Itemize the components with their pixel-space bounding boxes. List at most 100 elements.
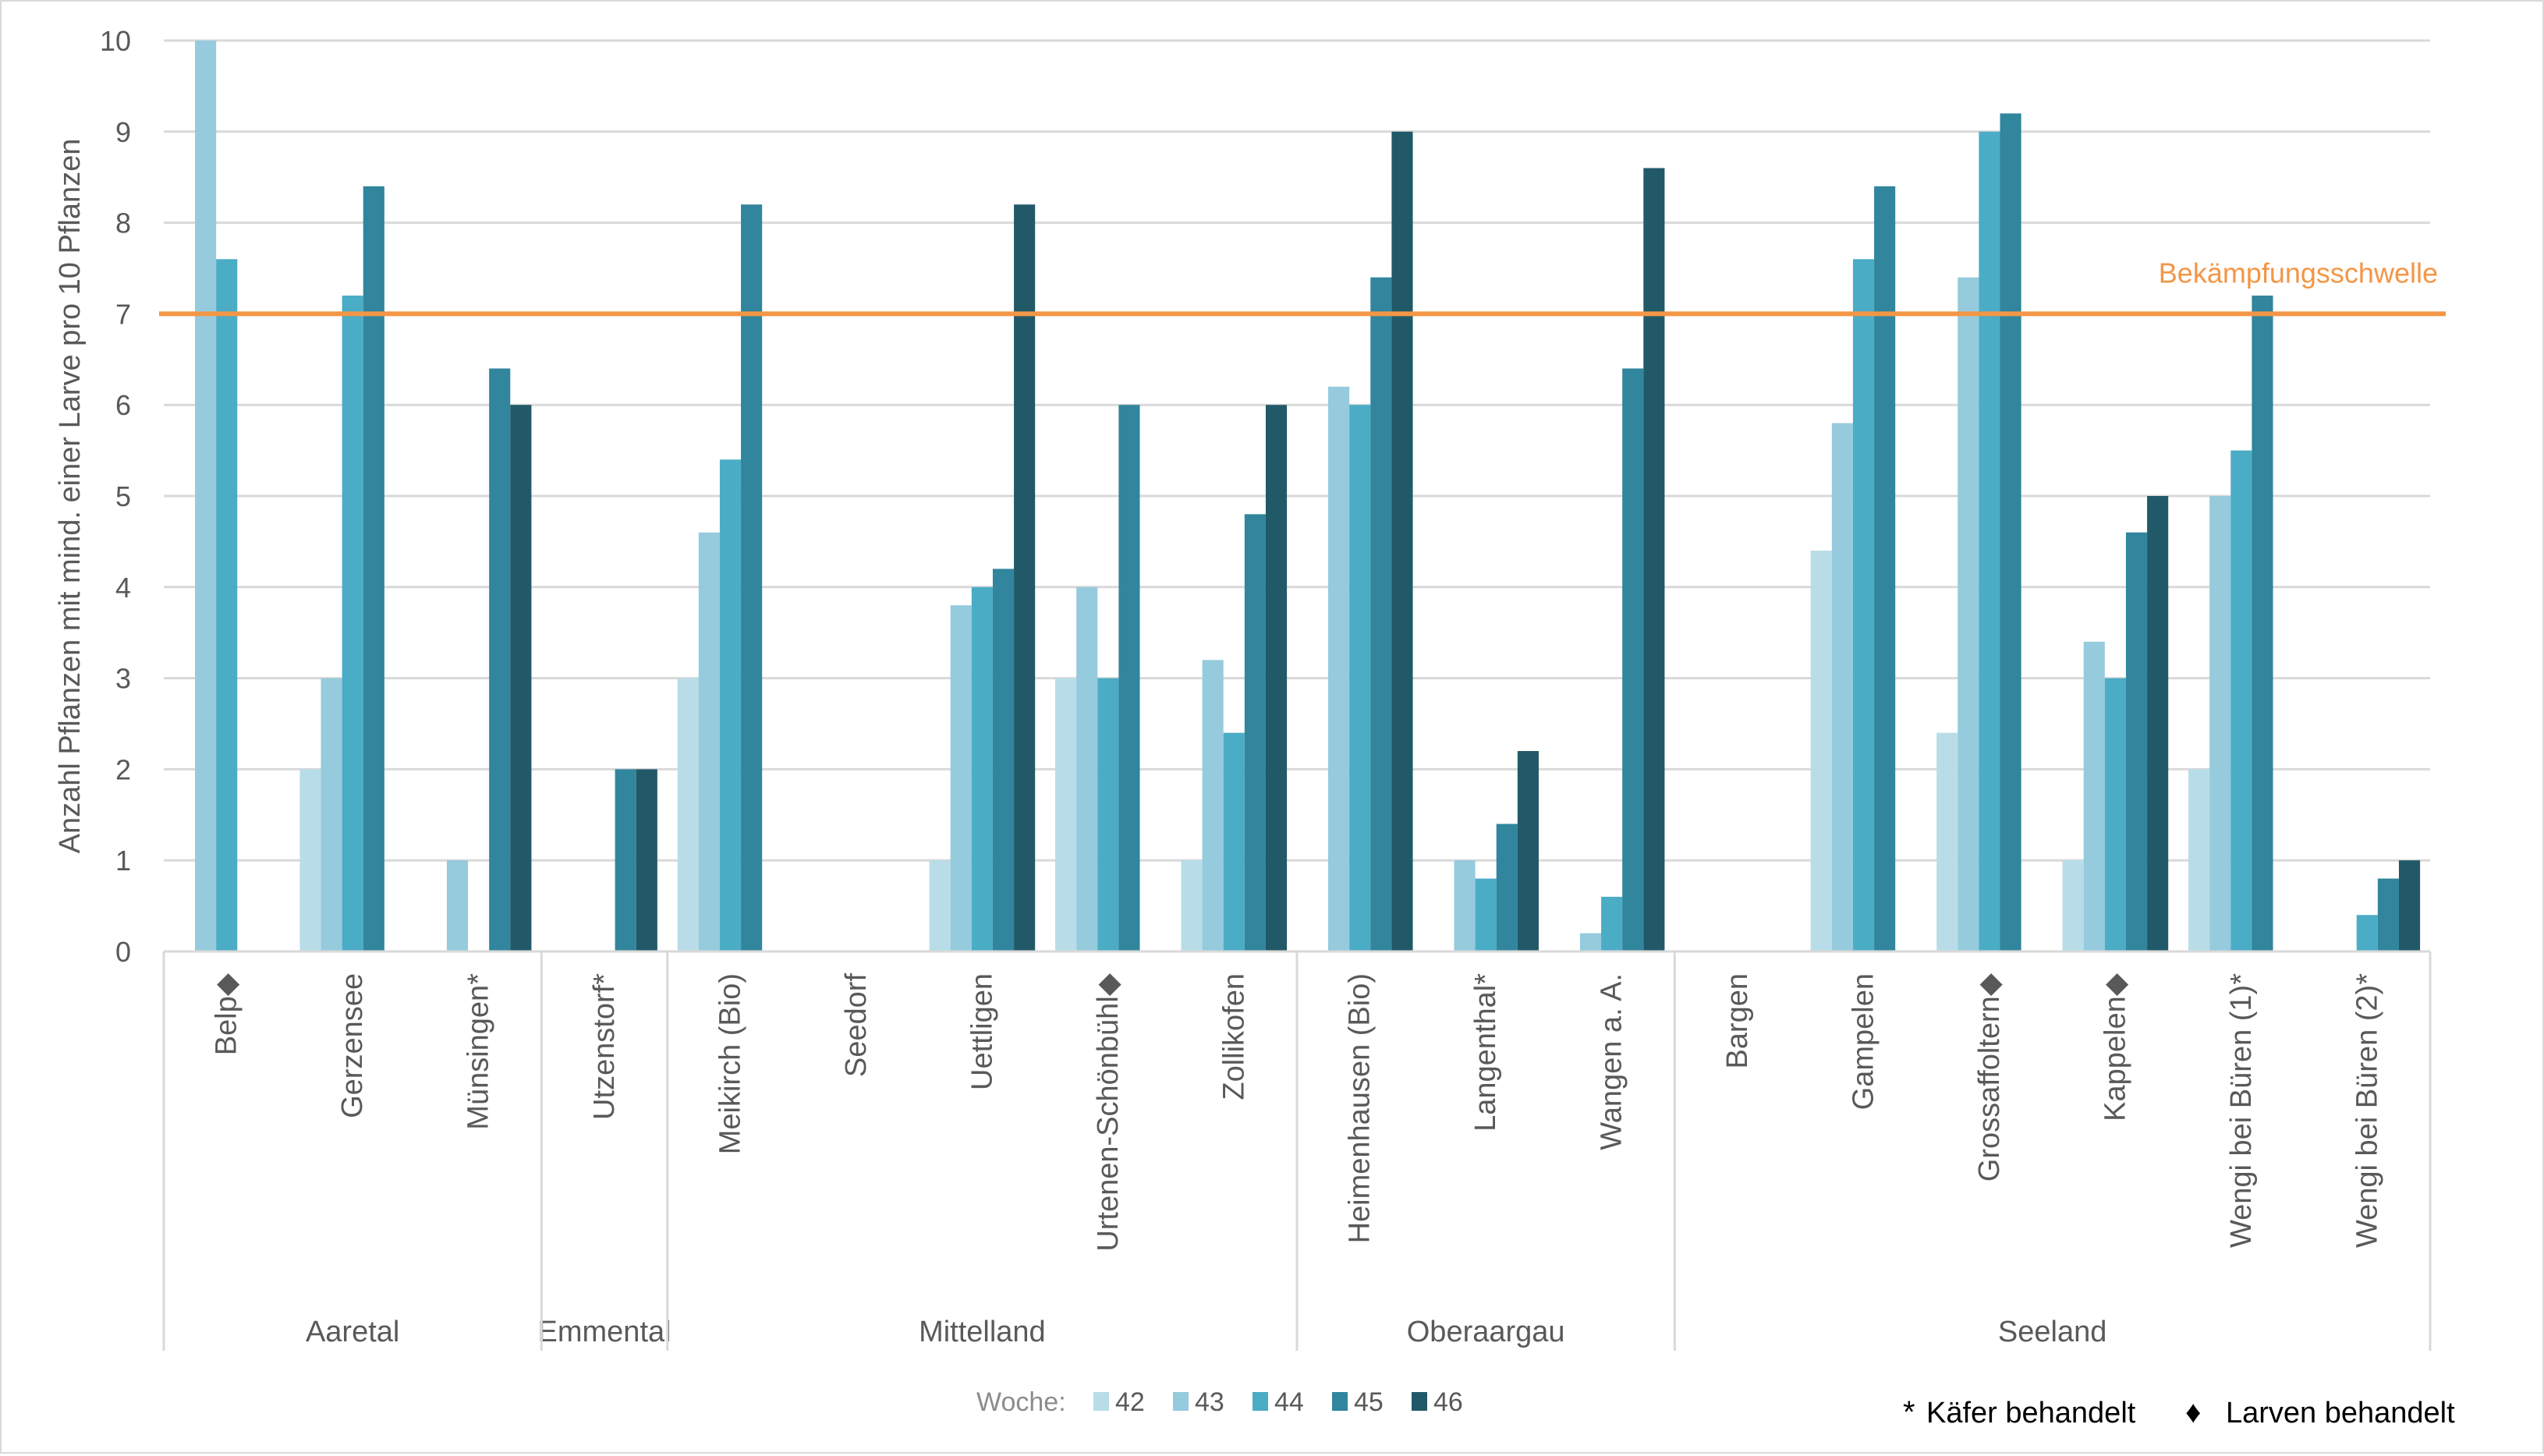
bar-week-45 (2125, 532, 2148, 951)
region-label: Seeland (1998, 1316, 2106, 1348)
bar-week-46 (1265, 405, 1288, 951)
bar-week-46 (2147, 496, 2169, 951)
y-tick-label: 5 (115, 480, 131, 512)
bar-week-46 (510, 405, 532, 951)
category-label: Uettligen (966, 973, 998, 1090)
bar-week-46 (1391, 131, 1413, 951)
bar-week-43 (2209, 496, 2231, 951)
y-tick-label: 8 (115, 207, 131, 239)
bar-week-46 (1014, 204, 1036, 951)
y-tick-label: 9 (115, 116, 131, 148)
bar-week-45 (992, 569, 1015, 951)
category-label: Gerzensee (336, 973, 369, 1118)
category-name: Heimenhausen (Bio) (1344, 973, 1377, 1243)
bar-week-45 (2000, 113, 2021, 952)
bar-week-42 (1936, 732, 1958, 951)
footnote-diamond-symbol: ♦ (2185, 1395, 2201, 1429)
beetle-treated-marker: * (588, 973, 621, 985)
category-name: Seedorf (840, 973, 873, 1078)
y-tick-label: 7 (115, 298, 131, 330)
bar-week-46 (2398, 860, 2421, 951)
bars (195, 41, 2421, 952)
bar-week-43 (195, 41, 217, 951)
threshold-label: Bekämpfungsschwelle (2159, 257, 2438, 289)
category-name: Urtenen-Schönbühl (1092, 996, 1125, 1251)
category-name: Münsingen (462, 985, 495, 1130)
larvae-treated-marker: ◆ (1973, 972, 2006, 996)
y-axis-label: Anzahl Pflanzen mit mind. einer Larve pr… (54, 139, 87, 854)
bar-week-42 (1055, 678, 1077, 951)
bar-week-45 (1244, 514, 1266, 951)
bar-week-42 (2062, 860, 2084, 951)
category-label: Heimenhausen (Bio) (1344, 973, 1377, 1243)
threshold-line-group: Bekämpfungsschwelle (159, 257, 2446, 317)
category-name: Wangen a. A. (1596, 973, 1628, 1150)
legend-label: 44 (1274, 1387, 1304, 1417)
bar-week-43 (2083, 641, 2105, 951)
legend-label: 46 (1433, 1387, 1463, 1417)
bar-week-43 (446, 860, 469, 951)
bar-week-42 (929, 860, 951, 951)
footnote-star-label: Käfer behandelt (1926, 1397, 2136, 1429)
bar-week-45 (2377, 878, 2399, 951)
bar-week-45 (741, 204, 763, 951)
category-label: Wangen a. A. (1596, 973, 1628, 1150)
bar-week-44 (2356, 915, 2378, 951)
bar-week-42 (677, 678, 699, 951)
bar-week-43 (1202, 660, 1224, 951)
bar-week-44 (2230, 450, 2252, 951)
bar-week-44 (1601, 896, 1623, 951)
bar-week-42 (1181, 860, 1203, 951)
bar-week-44 (1223, 732, 1245, 951)
category-label: Münsingen* (462, 973, 495, 1130)
y-tick-label: 3 (115, 663, 131, 695)
bar-week-42 (299, 769, 321, 951)
bar-week-43 (698, 532, 720, 951)
legend: Woche: 42 43 44 45 46 (976, 1387, 1463, 1417)
category-label: Wengi bei Büren (2)* (2351, 973, 2383, 1248)
beetle-treated-marker: * (2225, 973, 2258, 985)
bar-week-45 (363, 186, 384, 951)
legend-label: 42 (1115, 1387, 1145, 1417)
bar-week-43 (1454, 860, 1476, 951)
category-name: Zollikofen (1217, 973, 1250, 1100)
category-name: Kappelen (2099, 996, 2131, 1121)
bar-week-44 (2104, 678, 2126, 951)
beetle-treated-marker: * (462, 973, 495, 985)
legend-title: Woche: (976, 1387, 1066, 1417)
bar-week-43 (1831, 423, 1853, 951)
category-name: Belp (211, 996, 243, 1055)
category-name: Wengi bei Büren (1) (2225, 985, 2258, 1248)
larvae-treated-marker: ◆ (211, 972, 243, 996)
bar-week-44 (1349, 405, 1371, 951)
category-label: Seedorf (840, 973, 873, 1078)
category-label: Wengi bei Büren (1)* (2225, 973, 2258, 1248)
category-name: Bargen (1721, 973, 1754, 1069)
bar-week-43 (950, 605, 972, 951)
category-label: Urtenen-Schönbühl◆ (1092, 972, 1125, 1251)
legend-swatch-week-43 (1173, 1392, 1189, 1411)
treatment-footnote: * Käfer behandelt ♦ Larven behandelt (1903, 1395, 2455, 1429)
y-tick-label: 4 (115, 572, 131, 604)
bar-week-44 (1097, 678, 1119, 951)
gridlines (164, 39, 2430, 953)
bar-week-46 (1643, 168, 1665, 951)
larvae-treated-marker: ◆ (1092, 972, 1125, 996)
bar-week-44 (971, 586, 993, 951)
y-tick-label: 0 (115, 936, 131, 968)
bar-week-45 (1118, 405, 1140, 951)
category-label: Grossaffoltern◆ (1973, 972, 2006, 1181)
y-tick-label: 2 (115, 753, 131, 785)
category-name: Uettligen (966, 973, 998, 1090)
category-label: Utzenstorf* (588, 973, 621, 1120)
bar-week-44 (1979, 131, 2000, 951)
region-label: Mittelland (919, 1316, 1046, 1348)
legend-label: 43 (1195, 1387, 1224, 1417)
beetle-treated-marker: * (1469, 973, 1502, 985)
bar-week-45 (615, 769, 636, 951)
category-label: Gampelen (1848, 973, 1880, 1110)
bar-week-42 (2188, 769, 2210, 951)
category-name: Gerzensee (336, 973, 369, 1118)
